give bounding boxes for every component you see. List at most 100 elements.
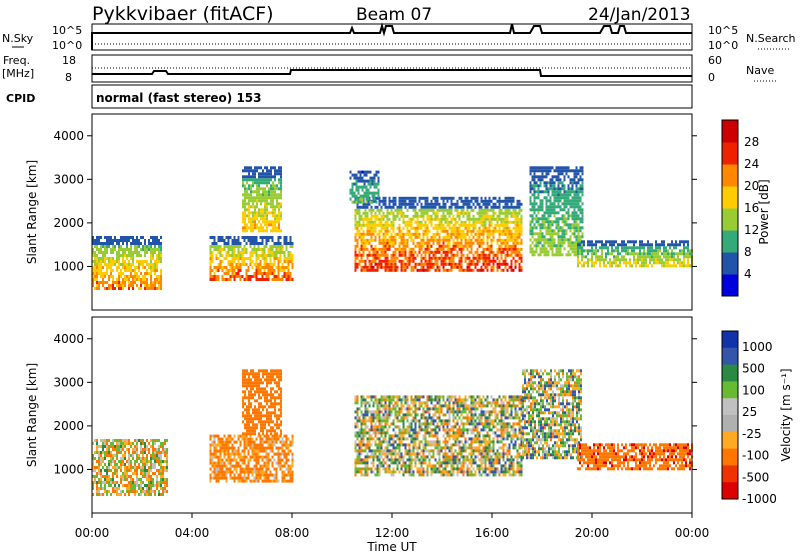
- heatmap-cell: [256, 190, 258, 194]
- heatmap-cell: [573, 169, 576, 173]
- heatmap-cell: [158, 457, 160, 460]
- heatmap-cell: [442, 268, 445, 272]
- heatmap-cell: [372, 253, 375, 257]
- heatmap-cell: [256, 381, 258, 385]
- heatmap-cell: [268, 178, 270, 182]
- heatmap-cell: [563, 169, 566, 173]
- heatmap-cell: [126, 475, 128, 478]
- heatmap-cell: [254, 423, 256, 427]
- heatmap-cell: [392, 199, 395, 203]
- heatmap-cell: [400, 229, 403, 233]
- heatmap-cell: [394, 196, 397, 200]
- heatmap-cell: [144, 254, 146, 257]
- heatmap-cell: [108, 469, 110, 472]
- heatmap-cell: [571, 184, 574, 188]
- heatmap-cell: [213, 434, 216, 438]
- heatmap-cell: [362, 259, 365, 263]
- heatmap-cell: [424, 226, 427, 230]
- heatmap-cell: [132, 260, 134, 263]
- heatmap-cell: [659, 246, 661, 250]
- heatmap-cell: [255, 473, 258, 477]
- heatmap-cell: [444, 202, 447, 206]
- heatmap-cell: [142, 245, 144, 248]
- heatmap-cell: [559, 169, 562, 173]
- heatmap-cell: [92, 266, 94, 269]
- heatmap-cell: [281, 452, 284, 456]
- heatmap-cell: [160, 454, 162, 457]
- heatmap-cell: [108, 463, 110, 466]
- heatmap-cell: [277, 275, 280, 278]
- heatmap-cell: [260, 193, 262, 197]
- heatmap-cell: [551, 241, 554, 245]
- heatmap-cell: [424, 223, 427, 227]
- heatmap-cell: [504, 208, 507, 212]
- heatmap-cell: [533, 175, 536, 179]
- heatmap-cell: [213, 248, 216, 251]
- heatmap-cell: [371, 182, 374, 186]
- heatmap-cell: [128, 248, 130, 251]
- heatmap-cell: [368, 268, 371, 272]
- heatmap-cell: [504, 262, 507, 266]
- heatmap-cell: [229, 458, 232, 462]
- heatmap-cell: [392, 256, 395, 260]
- heatmap-cell: [227, 452, 230, 456]
- heatmap-cell: [118, 442, 120, 445]
- heatmap-cell: [535, 241, 538, 245]
- heatmap-cell: [392, 259, 395, 263]
- heatmap-cell: [138, 251, 140, 254]
- heatmap-cell: [394, 250, 397, 254]
- heatmap-cell: [502, 217, 505, 221]
- heatmap-cell: [258, 181, 260, 185]
- heatmap-cell: [110, 445, 112, 448]
- heatmap-cell: [428, 244, 431, 248]
- heatmap-cell: [599, 246, 601, 250]
- heatmap-cell: [687, 243, 689, 247]
- heatmap-cell: [132, 490, 134, 493]
- heatmap-cell: [496, 241, 499, 245]
- heatmap-cell: [545, 217, 548, 221]
- heatmap-cell: [150, 263, 152, 266]
- heatmap-cell: [623, 255, 625, 259]
- heatmap-cell: [448, 208, 451, 212]
- heatmap-cell: [549, 187, 552, 191]
- heatmap-cell: [392, 253, 395, 257]
- heatmap-cell: [553, 190, 556, 194]
- heatmap-cell: [366, 226, 369, 230]
- heatmap-cell: [663, 246, 665, 250]
- heatmap-cell: [541, 220, 544, 224]
- heatmap-cell: [239, 452, 242, 456]
- heatmap-cell: [277, 452, 280, 456]
- heatmap-cell: [154, 242, 156, 245]
- heatmap-cell: [442, 244, 445, 248]
- heatmap-cell: [583, 249, 585, 253]
- heatmap-cell: [625, 252, 627, 256]
- heatmap-cell: [400, 208, 403, 212]
- heatmap-cell: [402, 247, 405, 251]
- heatmap-cell: [154, 439, 156, 442]
- heatmap-cell: [265, 278, 268, 281]
- heatmap-cell: [256, 166, 258, 170]
- heatmap-cell: [162, 490, 164, 493]
- heatmap-cell: [241, 467, 244, 471]
- heatmap-cell: [482, 268, 485, 272]
- heatmap-cell: [422, 232, 425, 236]
- heatmap-cell: [601, 252, 603, 256]
- heatmap-cell: [531, 175, 534, 179]
- heatmap-cell: [140, 472, 142, 475]
- heatmap-cell: [518, 208, 521, 212]
- heatmap-cell: [264, 193, 266, 197]
- heatmap-cell: [209, 272, 212, 275]
- heatmap-cell: [249, 257, 252, 260]
- heatmap-cell: [148, 484, 150, 487]
- heatmap-cell: [537, 184, 540, 188]
- heatmap-cell: [577, 264, 579, 268]
- heatmap-cell: [278, 226, 280, 230]
- heatmap-cell: [446, 232, 449, 236]
- heatmap-cell: [547, 238, 550, 242]
- heatmap-cell: [106, 257, 108, 260]
- heatmap-cell: [567, 250, 570, 254]
- heatmap-cell: [257, 449, 260, 453]
- heatmap-cell: [561, 253, 564, 257]
- heatmap-cell: [156, 269, 158, 272]
- heatmap-cell: [545, 208, 548, 212]
